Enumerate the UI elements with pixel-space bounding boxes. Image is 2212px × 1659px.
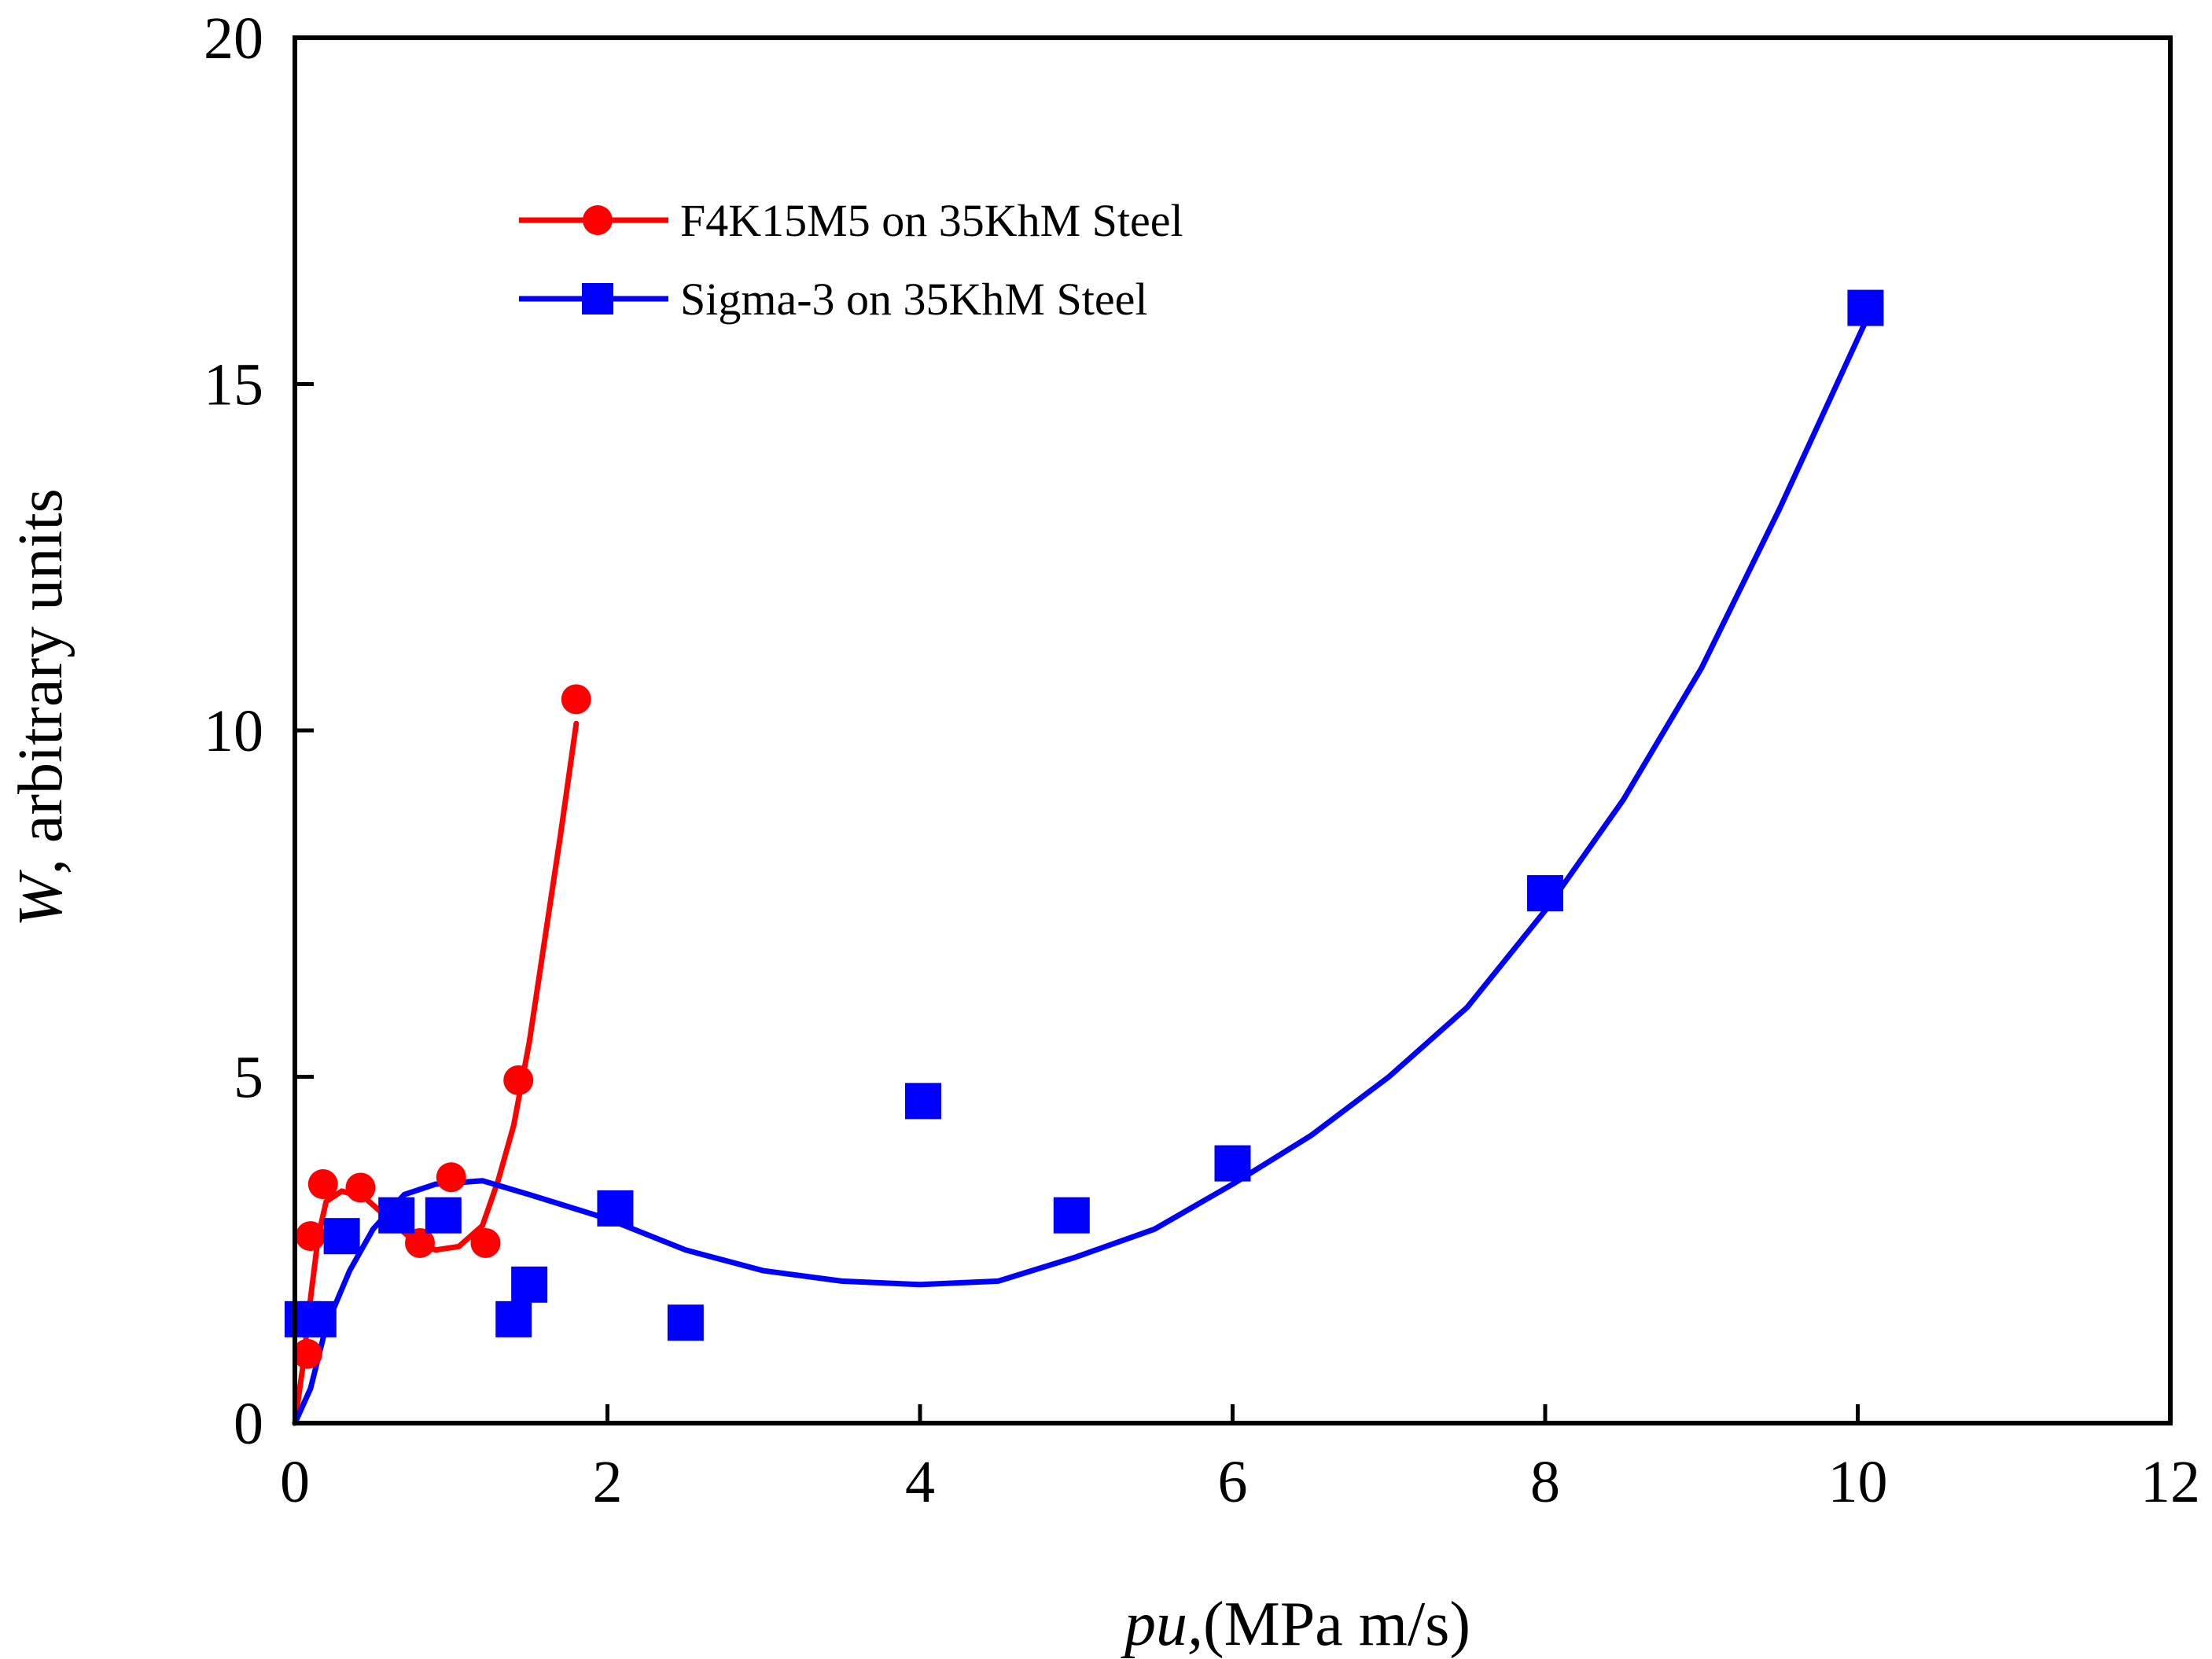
series-1-fit-line xyxy=(292,720,580,1426)
y-tick-label: 0 xyxy=(234,1391,263,1457)
legend-marker-square xyxy=(582,283,613,315)
series-2-point xyxy=(511,1266,548,1303)
series-1-point xyxy=(561,684,591,715)
y-axis-title: W, arbitrary units xyxy=(6,488,75,927)
series-2-point xyxy=(904,1083,941,1120)
x-tick-label: 8 xyxy=(1530,1449,1560,1515)
series-2-point xyxy=(1847,289,1884,326)
series-2-point xyxy=(323,1218,360,1255)
fit-curves xyxy=(292,318,1868,1426)
legend: F4K15M5 on 35KhM Steel Sigma-3 on 35KhM S… xyxy=(519,195,1183,325)
y-tick-label: 10 xyxy=(204,698,263,764)
series-2-point xyxy=(1214,1145,1251,1182)
y-tick-label: 15 xyxy=(204,352,263,418)
series-2-point xyxy=(495,1300,532,1337)
series-1-point xyxy=(405,1227,435,1258)
series-2-point xyxy=(425,1197,462,1234)
series-1-point xyxy=(470,1227,501,1258)
series-1-point xyxy=(295,1221,326,1252)
x-tick-label: 10 xyxy=(1828,1449,1888,1515)
axis-ticks: 0 2 4 6 8 10 12 0 5 10 15 20 xyxy=(204,6,2200,1515)
y-tick-label: 20 xyxy=(204,6,263,72)
series-2-point xyxy=(378,1197,415,1234)
x-tick-label: 12 xyxy=(2140,1449,2200,1515)
series-1-point xyxy=(307,1169,338,1200)
series-2-point xyxy=(300,1300,337,1337)
x-tick-label: 6 xyxy=(1218,1449,1248,1515)
x-tick-label: 2 xyxy=(593,1449,623,1515)
legend-label-1: F4K15M5 on 35KhM Steel xyxy=(680,195,1183,246)
series-1-point xyxy=(503,1065,534,1095)
x-axis-title-symbol: pu, xyxy=(1121,1590,1203,1659)
data-markers xyxy=(284,289,1884,1369)
series-2-fit-line xyxy=(292,318,1868,1426)
y-axis-title-symbol: W xyxy=(6,870,75,927)
series-1-point xyxy=(292,1338,322,1369)
series-2-point xyxy=(1053,1197,1090,1234)
x-axis-title-units: (MPa m/s) xyxy=(1203,1590,1470,1659)
y-tick-label: 5 xyxy=(234,1045,263,1111)
legend-marker-circle xyxy=(583,205,613,235)
series-1-point xyxy=(345,1172,376,1203)
series-2-point xyxy=(597,1190,634,1227)
series-1-point xyxy=(436,1162,466,1193)
x-tick-label: 0 xyxy=(280,1449,310,1515)
y-axis-title-units: , arbitrary units xyxy=(6,488,75,874)
series-2-point xyxy=(667,1304,704,1341)
legend-label-2: Sigma-3 on 35KhM Steel xyxy=(680,274,1147,325)
x-tick-label: 4 xyxy=(905,1449,935,1515)
series-2-point xyxy=(1527,875,1563,912)
x-axis-title: pu,(MPa m/s) xyxy=(1121,1590,1470,1659)
